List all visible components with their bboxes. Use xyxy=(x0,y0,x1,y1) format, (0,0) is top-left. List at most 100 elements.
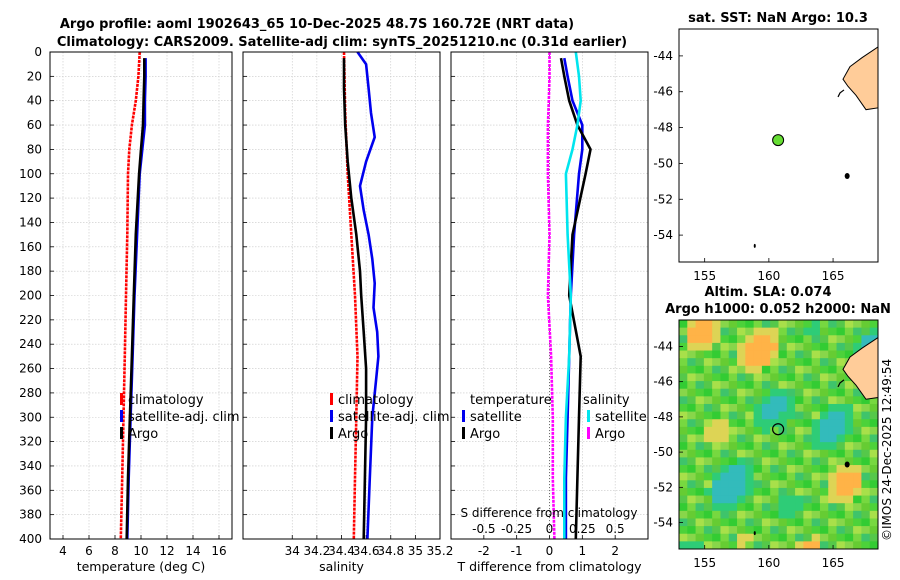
sla-cell xyxy=(712,335,721,344)
x-tick-label: -2 xyxy=(478,544,490,558)
sla-cell xyxy=(745,426,755,435)
sla-cell xyxy=(853,526,862,535)
sla-cell xyxy=(695,442,705,451)
sla-cell xyxy=(687,388,697,397)
sla-cell xyxy=(778,472,788,481)
sla-cell xyxy=(761,381,771,390)
sla-cell xyxy=(811,434,821,443)
sla-cell xyxy=(753,426,763,435)
sla-cell xyxy=(770,327,779,336)
sla-cell xyxy=(786,350,796,359)
sla-cell xyxy=(737,426,746,435)
sla-cell xyxy=(712,495,721,504)
sla-cell xyxy=(819,381,829,390)
legend-entry: Argo xyxy=(595,427,625,442)
sla-cell xyxy=(687,320,697,329)
sla-cell xyxy=(869,434,879,443)
legend-swatch xyxy=(330,410,333,422)
sla-cell xyxy=(819,403,829,413)
sla-cell xyxy=(720,541,730,550)
sla-cell xyxy=(770,465,779,474)
sla-cell xyxy=(861,541,871,550)
sla-cell xyxy=(679,381,688,390)
sla-cell xyxy=(861,396,871,405)
sla-cell xyxy=(687,495,697,504)
sla-cell xyxy=(861,533,871,542)
sla-cell xyxy=(770,419,779,428)
sla-cell xyxy=(761,365,771,374)
sla-cell xyxy=(811,449,821,458)
sla-cell xyxy=(737,335,746,344)
series-line-s-argo xyxy=(546,52,556,540)
sla-cell xyxy=(811,396,821,405)
sla-cell xyxy=(695,472,705,481)
sla-cell xyxy=(728,320,738,329)
sla-cell xyxy=(861,518,871,527)
legend-swatch xyxy=(120,410,123,422)
sla-cell xyxy=(770,526,779,535)
sst-map-panel: 155 160 165 -44 -46 -48 -50 -52 -54 sat. SST: NaN… xyxy=(653,11,879,283)
sla-cell xyxy=(795,342,804,352)
sla-cell xyxy=(795,533,804,542)
sla-cell xyxy=(745,388,755,397)
sla-cell xyxy=(687,396,697,405)
sla-cell xyxy=(803,442,813,451)
sla-cell xyxy=(819,335,829,344)
upper-x-tick-label: -0.25 xyxy=(501,522,532,536)
sla-cell xyxy=(844,495,854,504)
sla-cell xyxy=(853,487,862,497)
sla-cell xyxy=(695,434,705,443)
sla-cell xyxy=(687,457,697,466)
sla-cell xyxy=(679,533,688,542)
sla-cell xyxy=(803,449,813,458)
sla-cell xyxy=(728,396,738,405)
sla-cell xyxy=(728,365,738,374)
sla-cell xyxy=(836,327,846,336)
sla-cell xyxy=(720,472,730,481)
y-tick-label: -46 xyxy=(653,85,673,99)
sla-cell xyxy=(720,442,730,451)
sla-cell xyxy=(728,541,738,550)
sla-cell xyxy=(853,419,862,428)
sla-cell xyxy=(811,426,821,435)
sla-cell xyxy=(861,434,871,443)
sla-cell xyxy=(679,457,688,466)
temperature-panel: 4 6 8 10 12 14 1602040608010012014016018020022… xyxy=(19,45,240,574)
sla-cell xyxy=(853,495,862,504)
sla-cell xyxy=(703,457,713,466)
sla-cell xyxy=(745,381,755,390)
sla-cell xyxy=(703,434,713,443)
sla-cell xyxy=(786,503,796,512)
sla-cell xyxy=(819,510,829,519)
sla-cell xyxy=(703,403,713,413)
sla-cell xyxy=(720,381,730,390)
sla-cell xyxy=(828,365,838,374)
legend-swatch xyxy=(462,427,465,439)
sla-cell xyxy=(853,533,862,542)
x-tick-label: 0 xyxy=(546,544,554,558)
sla-cell xyxy=(828,320,838,329)
sla-cell xyxy=(803,419,813,428)
sla-cell xyxy=(695,526,705,535)
sla-cell xyxy=(720,434,730,443)
sla-cell xyxy=(786,327,796,336)
y-tick-label: 300 xyxy=(19,410,42,424)
legend-entry: satellite xyxy=(470,410,522,425)
sla-cell xyxy=(687,327,697,336)
y-tick-label: 120 xyxy=(19,191,42,205)
coastline-fiord xyxy=(837,89,845,98)
sla-cell xyxy=(737,411,746,420)
sla-cell xyxy=(778,503,788,512)
sla-cell xyxy=(853,480,862,489)
sla-cell xyxy=(786,411,796,420)
sla-cell xyxy=(753,350,763,359)
sla-cell xyxy=(770,487,779,497)
sla-cell xyxy=(761,457,771,466)
sla-cell xyxy=(778,403,788,413)
x-tick-label: 10 xyxy=(133,544,148,558)
sla-cell xyxy=(811,327,821,336)
sla-cell xyxy=(679,465,688,474)
y-tick-label: 80 xyxy=(27,142,42,156)
sla-cell xyxy=(869,403,879,413)
sla-cell xyxy=(737,510,746,519)
